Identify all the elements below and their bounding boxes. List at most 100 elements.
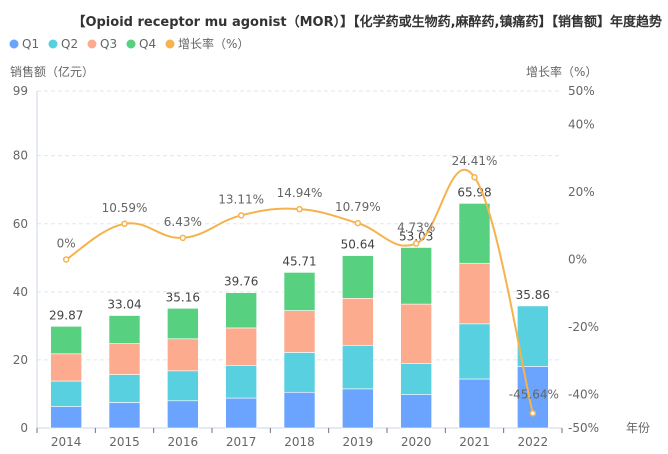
bar-Q1-2021 (458, 378, 491, 429)
growth-point (237, 212, 245, 219)
total-label: 45.71 (282, 254, 316, 268)
x-tick-label: 2019 (343, 435, 374, 449)
growth-point (471, 173, 478, 181)
y-tick-label: 40 (13, 285, 28, 299)
growth-label: 0% (57, 237, 76, 251)
bar-Q3-2020 (400, 303, 432, 364)
legend: Q1 Q2 Q3 Q4 增长率（%） (9, 36, 249, 51)
y-tick-label: 60 (13, 217, 28, 231)
total-label: 33.04 (107, 298, 141, 312)
growth-point (121, 220, 128, 228)
bar-Q2-2014 (50, 380, 82, 407)
y-tick-label: 0 (20, 421, 28, 435)
total-labels: 29.87 33.04 35.16 39.76 45.71 50.64 53.03 65.98… (49, 185, 550, 322)
bar-Q2-2022 (517, 305, 549, 367)
total-label: 65.98 (457, 185, 491, 199)
bar-Q2-2019 (342, 344, 374, 390)
bar-Q1-2022 (517, 366, 549, 429)
bar-Q1-2016 (167, 400, 199, 429)
bar-Q2-2015 (108, 374, 141, 403)
bars (50, 203, 549, 429)
bar-Q2-2020 (400, 363, 432, 395)
x-tick-label: 2015 (109, 435, 140, 449)
bar-Q2-2017 (225, 365, 257, 399)
x-tick-label: 2016 (168, 435, 199, 449)
x-axis: 2014 2015 2016 2017 2018 2019 2020 2021 2022 (36, 91, 563, 449)
legend-marker-Q2 (48, 39, 58, 49)
bar-Q3-2014 (50, 353, 82, 382)
x-tick-label: 2018 (284, 435, 315, 449)
bar-Q2-2018 (283, 352, 316, 393)
growth-label: 4.73% (397, 221, 435, 235)
growth-point (62, 256, 70, 263)
growth-label: 6.43% (164, 215, 202, 229)
bar-Q3-2016 (167, 338, 199, 372)
y-tick-label: 20 (13, 353, 28, 367)
growth-label: 13.11% (218, 192, 264, 206)
y2-tick-label: -40% (568, 387, 599, 401)
growth-label: 10.79% (335, 200, 381, 214)
total-label: 35.16 (166, 290, 200, 304)
growth-label: 24.41% (452, 154, 498, 168)
bar-Q1-2015 (108, 402, 141, 429)
x-tick-label: 2021 (459, 435, 490, 449)
bar-Q1-2017 (225, 397, 257, 429)
growth-label: 14.94% (277, 186, 323, 200)
y2-axis-ticks: -50% -40% -20% 0% 20% 40% 50% (568, 84, 599, 435)
total-label: 35.86 (516, 288, 550, 302)
bar-Q4-2021 (458, 203, 491, 264)
y2-axis-title: 增长率（%） (526, 64, 597, 79)
total-label: 29.87 (49, 308, 83, 322)
legend-label: 增长率（%） (178, 36, 249, 51)
bar-Q3-2015 (108, 343, 141, 375)
growth-point (412, 240, 420, 247)
bar-Q1-2018 (283, 391, 316, 429)
chart-title: 【Opioid receptor mu agonist（MOR）】【化学药或生物… (72, 14, 662, 30)
growth-line-path (65, 168, 534, 414)
legend-marker-增长率（%） (165, 39, 175, 49)
growth-label: 10.59% (102, 201, 148, 215)
legend-marker-Q1 (9, 39, 19, 49)
growth-point (354, 219, 362, 227)
bar-Q4-2017 (225, 292, 257, 329)
y-axis-title: 销售额（亿元） (10, 64, 94, 79)
bar-Q4-2019 (342, 255, 374, 299)
y2-tick-label: -20% (568, 320, 599, 334)
legend-label: Q1 (22, 37, 39, 51)
bar-Q1-2020 (400, 394, 432, 429)
bar-Q2-2021 (458, 323, 491, 380)
bar-Q2-2016 (167, 370, 199, 402)
x-tick-label: 2017 (226, 435, 257, 449)
bar-Q4-2015 (108, 315, 141, 344)
y-axis-ticks: 0 20 40 60 80 99 (13, 84, 28, 435)
y-tick-label: 99 (13, 84, 28, 98)
y2-tick-label: 50% (568, 84, 595, 98)
x-tick-label: 2020 (401, 435, 432, 449)
x-tick-label: 2014 (51, 435, 82, 449)
y2-tick-label: 0% (568, 253, 587, 267)
growth-point (296, 205, 303, 213)
y2-tick-label: -50% (568, 421, 599, 435)
x-axis-title: 年份 (626, 421, 650, 435)
bar-Q1-2019 (342, 388, 374, 429)
growth-point (179, 234, 187, 242)
bar-Q3-2021 (458, 262, 491, 325)
bar-Q4-2020 (400, 247, 432, 305)
bar-Q3-2017 (225, 327, 257, 367)
x-tick-label: 2022 (518, 435, 549, 449)
bar-Q4-2014 (50, 326, 82, 355)
bar-Q3-2018 (283, 310, 316, 353)
legend-label: Q2 (61, 37, 78, 51)
y2-tick-label: 40% (568, 118, 595, 132)
bar-Q1-2014 (50, 406, 82, 429)
y2-tick-label: 20% (568, 185, 595, 199)
growth-point (529, 410, 537, 417)
bar-Q3-2019 (342, 298, 374, 346)
legend-marker-Q4 (126, 39, 136, 49)
growth-label: -45.64% (509, 387, 559, 401)
total-label: 53.03 (399, 229, 433, 243)
bar-Q4-2016 (167, 308, 199, 340)
bar-Q4-2018 (283, 272, 316, 311)
total-label: 39.76 (224, 275, 258, 289)
